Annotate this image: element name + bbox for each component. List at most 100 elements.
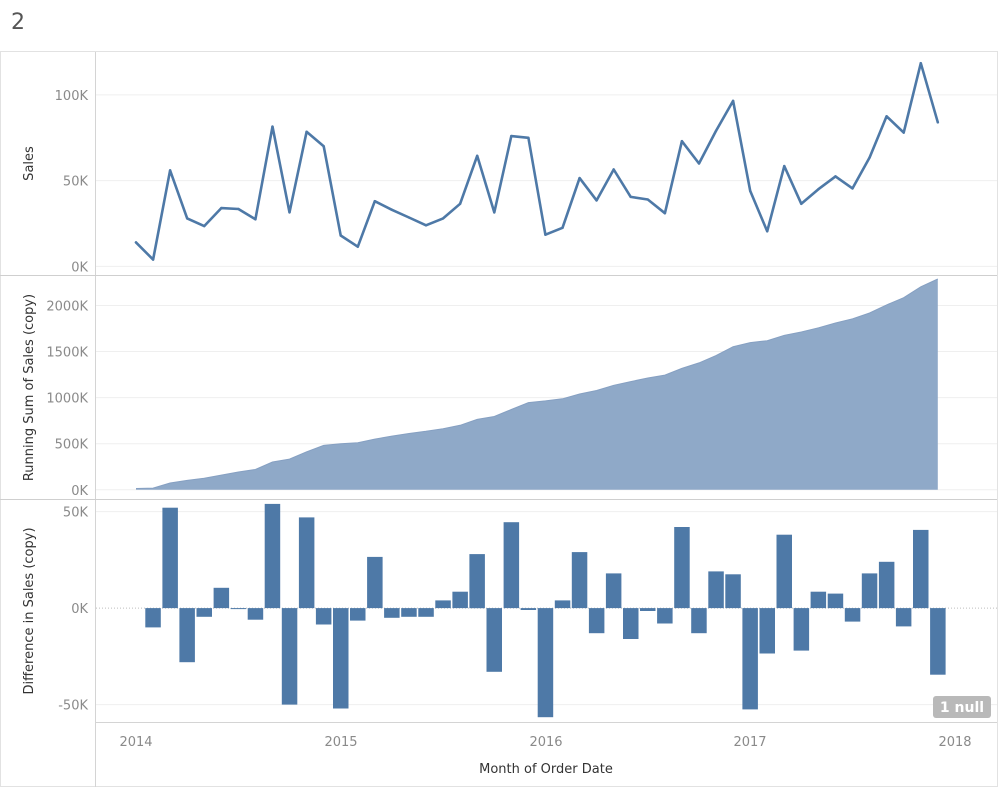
sales-point bbox=[629, 195, 632, 199]
running-sum-area bbox=[136, 279, 938, 490]
difference-bar bbox=[315, 608, 332, 625]
difference-bar bbox=[520, 608, 537, 610]
difference-bar bbox=[674, 527, 690, 609]
difference-bar bbox=[605, 573, 622, 609]
x-axis: 2014 2015 2016 2017 2018 Month of Order … bbox=[95, 722, 997, 777]
sales-point bbox=[561, 226, 564, 230]
difference-bar bbox=[844, 608, 861, 622]
y-tick-label: 1500K bbox=[46, 346, 88, 361]
difference-bar bbox=[810, 591, 827, 609]
sales-point bbox=[868, 156, 871, 159]
difference-bar bbox=[247, 608, 264, 620]
sales-point bbox=[424, 224, 428, 227]
sheet-title: 2 bbox=[11, 10, 25, 35]
sales-point bbox=[544, 233, 547, 236]
difference-bar bbox=[503, 522, 520, 609]
y-tick-label: 2000K bbox=[46, 299, 88, 314]
sales-point bbox=[663, 212, 667, 215]
sales-point bbox=[800, 202, 803, 206]
difference-bar bbox=[401, 608, 417, 617]
sales-point bbox=[168, 169, 172, 172]
sales-point bbox=[527, 136, 530, 139]
sales-point bbox=[783, 164, 786, 168]
y-tick-label: 0K bbox=[71, 260, 88, 275]
difference-bar bbox=[708, 571, 724, 609]
sales-point bbox=[748, 189, 752, 193]
sales-point bbox=[476, 154, 479, 157]
difference-bar bbox=[776, 534, 792, 609]
difference-bar bbox=[196, 608, 212, 617]
difference-bar bbox=[588, 608, 605, 634]
pane-bar-chart: -50K 0K 50K Difference in Sales (copy) 1 nul… bbox=[22, 503, 997, 718]
difference-bar bbox=[571, 552, 588, 609]
x-tick-label: 2015 bbox=[324, 735, 357, 750]
sales-point bbox=[680, 140, 684, 143]
sales-point bbox=[697, 162, 701, 165]
sales-point bbox=[834, 175, 837, 178]
y-axis-title: Difference in Sales (copy) bbox=[22, 527, 37, 694]
difference-bar bbox=[861, 573, 878, 609]
y-tick-label: 1000K bbox=[46, 392, 88, 407]
pane-area-chart: 0K 500K 1000K 1500K 2000K Running Sum of Sale… bbox=[22, 278, 997, 499]
difference-bar bbox=[162, 507, 178, 609]
sales-point bbox=[271, 125, 274, 128]
difference-bar bbox=[793, 608, 810, 651]
y-tick-label: 50K bbox=[63, 175, 89, 190]
difference-bar bbox=[742, 608, 758, 710]
sales-point bbox=[851, 187, 854, 190]
x-tick-label: 2014 bbox=[119, 735, 152, 750]
difference-bar bbox=[333, 608, 349, 709]
sales-point bbox=[185, 217, 189, 220]
sales-point bbox=[390, 208, 394, 212]
sales-point bbox=[510, 134, 513, 138]
difference-bar bbox=[213, 587, 230, 609]
sales-point bbox=[356, 245, 359, 248]
x-axis-title: Month of Order Date bbox=[479, 762, 613, 777]
difference-bar bbox=[691, 608, 707, 634]
difference-bar bbox=[895, 608, 912, 627]
null-badge-background bbox=[933, 696, 991, 718]
sales-point bbox=[817, 188, 820, 191]
sales-line bbox=[134, 61, 940, 261]
difference-bar bbox=[435, 600, 451, 609]
sales-point bbox=[254, 218, 257, 221]
sales-point bbox=[339, 234, 342, 237]
y-tick-label: 0K bbox=[71, 602, 88, 617]
sales-point bbox=[731, 99, 735, 103]
difference-bar bbox=[179, 608, 195, 663]
sales-point bbox=[288, 211, 291, 214]
null-indicator-badge[interactable]: 1 null bbox=[933, 696, 991, 718]
sales-point bbox=[714, 129, 718, 133]
sales-point bbox=[305, 130, 308, 133]
difference-bar bbox=[657, 608, 673, 624]
difference-bar bbox=[827, 593, 844, 609]
y-axis-title: Running Sum of Sales (copy) bbox=[22, 294, 37, 481]
difference-bar bbox=[759, 608, 775, 654]
difference-bar bbox=[367, 556, 383, 609]
sales-point bbox=[902, 131, 905, 134]
y-tick-label: 500K bbox=[55, 438, 89, 453]
running-sum-edge bbox=[135, 278, 939, 489]
sales-point bbox=[441, 217, 445, 220]
difference-bar bbox=[418, 608, 434, 617]
difference-bar bbox=[913, 529, 929, 609]
sales-point bbox=[458, 202, 462, 206]
sales-point bbox=[203, 224, 206, 228]
y-tick-label: 100K bbox=[55, 89, 89, 104]
difference-bar bbox=[623, 608, 639, 639]
difference-bar bbox=[640, 608, 656, 611]
difference-bar bbox=[725, 574, 741, 609]
sales-point bbox=[885, 115, 888, 118]
difference-bar bbox=[554, 600, 571, 609]
x-tick-label: 2016 bbox=[529, 735, 562, 750]
difference-bar bbox=[930, 608, 946, 675]
sales-point bbox=[322, 145, 325, 148]
y-tick-label: -50K bbox=[58, 699, 88, 714]
difference-bar bbox=[264, 503, 281, 609]
sales-point bbox=[407, 216, 411, 219]
sales-point bbox=[766, 230, 769, 233]
sales-point bbox=[220, 206, 223, 210]
sales-point bbox=[237, 207, 240, 211]
difference-bar bbox=[452, 591, 468, 609]
